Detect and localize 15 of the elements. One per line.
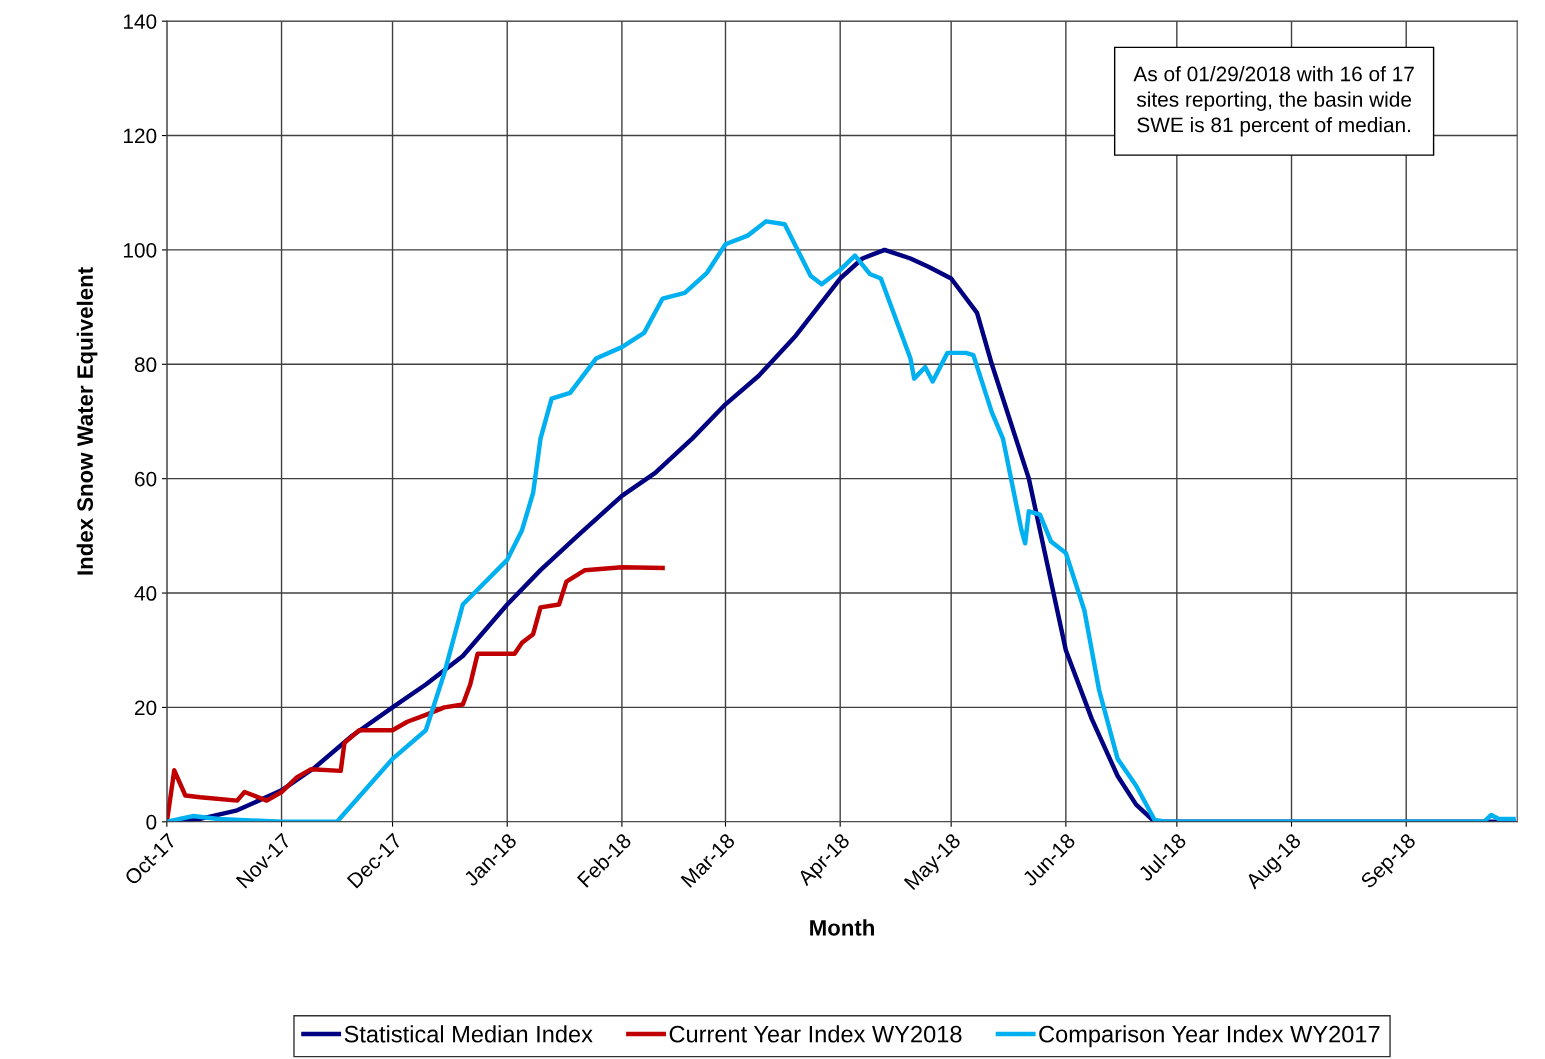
y-tick-label: 20 <box>135 700 157 716</box>
y-tick-label: 100 <box>123 242 157 258</box>
y-tick-label: 120 <box>123 128 157 144</box>
x-axis-title: Month <box>810 919 874 936</box>
legend-label: Statistical Median Index <box>344 1025 593 1043</box>
annotation: As of 01/29/2018 with 16 of 17 sites reporting, the basin wide SWE is 81 percent of median. <box>1133 66 1414 137</box>
legend-label: Comparison Year Index WY2017 <box>1039 1025 1380 1048</box>
y-tick-label: 60 <box>135 471 157 487</box>
y-tick-label: 140 <box>123 14 157 29</box>
y-axis-title: Index Snow Water Equivelent <box>76 267 98 575</box>
legend-label: Current Year Index WY2018 <box>669 1025 962 1043</box>
y-tick-label: 0 <box>146 814 157 830</box>
y-tick-label: 80 <box>134 357 157 373</box>
y-tick-label: 40 <box>134 586 157 601</box>
line-series <box>166 565 665 822</box>
